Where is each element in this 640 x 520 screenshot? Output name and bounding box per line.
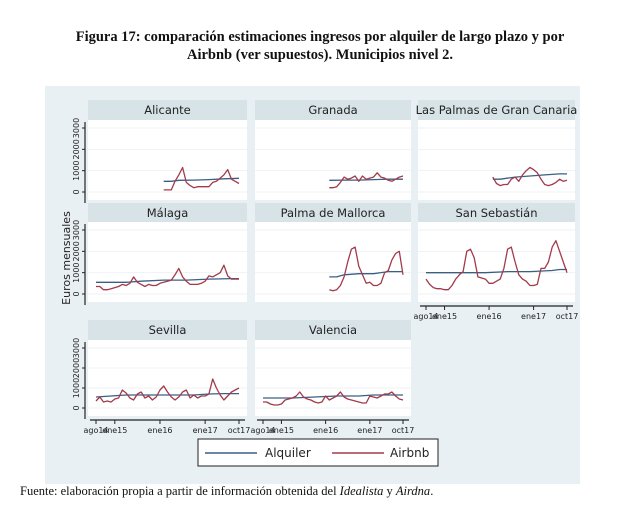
series-line-airbnb xyxy=(163,166,240,191)
panel-granada: Granada xyxy=(255,100,411,200)
panel-title: Málaga xyxy=(147,206,189,220)
source-suffix: . xyxy=(430,484,434,498)
y-tick-label: 3000 xyxy=(72,338,81,358)
series-line-alquiler xyxy=(263,394,403,399)
panel-header xyxy=(255,100,411,120)
x-tick-label: oct17 xyxy=(392,426,415,435)
y-tick-label: 1000 xyxy=(72,160,81,180)
panel-title: Alicante xyxy=(144,103,191,117)
panel-palma-de-mallorca: Palma de Mallorca xyxy=(255,203,411,302)
x-tick-label: ene15 xyxy=(269,426,294,435)
legend-label-alquiler: Alquiler xyxy=(265,446,311,460)
y-tick-label: 3000 xyxy=(72,118,81,138)
figure-title: Figura 17: comparación estimaciones ingr… xyxy=(0,28,640,64)
plot-area xyxy=(88,222,247,302)
x-tick-label: ene15 xyxy=(102,426,127,435)
plot-area xyxy=(418,222,575,302)
series-line-alquiler xyxy=(426,268,567,274)
x-tick-label: oct17 xyxy=(556,312,579,321)
panel-title: Granada xyxy=(308,103,357,117)
x-tick-label: ago14 xyxy=(413,312,438,321)
y-tick-label: 2000 xyxy=(72,139,81,159)
legend-label-airbnb: Airbnb xyxy=(390,446,429,460)
y-tick-label: 0 xyxy=(72,291,81,296)
panel-header xyxy=(255,203,411,222)
series-line-airbnb xyxy=(329,172,404,189)
y-tick-label: 1000 xyxy=(72,378,81,398)
panel-header xyxy=(418,203,575,222)
x-tick-label: ene17 xyxy=(357,426,382,435)
source-idealista: Idealista xyxy=(339,484,384,498)
x-tick-label: ene16 xyxy=(477,312,502,321)
source-and: y xyxy=(383,484,396,498)
series-line-alquiler xyxy=(492,173,567,180)
x-tick-label: ene16 xyxy=(147,426,172,435)
panel-header xyxy=(255,320,411,340)
x-tick-label: ago14 xyxy=(83,426,108,435)
y-tick-label: 0 xyxy=(72,405,81,410)
plot-area xyxy=(88,340,247,416)
panel-title: Las Palmas de Gran Canaria xyxy=(416,103,578,117)
figure-title-line2: Airbnb (ver supuestos). Municipios nivel… xyxy=(186,47,453,63)
series-line-airbnb xyxy=(96,264,239,291)
plot-area xyxy=(88,120,247,200)
panel-title: Sevilla xyxy=(149,323,187,337)
plot-area xyxy=(418,120,575,200)
x-tick-label: ene16 xyxy=(313,426,338,435)
y-axis-label: Euros mensuales xyxy=(60,211,73,305)
series-line-airbnb xyxy=(95,378,240,403)
y-tick-label: 1000 xyxy=(72,262,81,282)
source-note: Fuente: elaboración propia a partir de i… xyxy=(20,484,433,499)
panel-header xyxy=(418,100,575,120)
x-tick-label: ene17 xyxy=(521,312,546,321)
source-airdna: Airdna xyxy=(395,484,431,498)
series-line-airbnb xyxy=(492,166,568,187)
y-tick-label: 0 xyxy=(72,189,81,194)
plot-area xyxy=(255,340,411,416)
series-line-alquiler xyxy=(329,270,403,278)
panel-title: San Sebastián xyxy=(455,206,537,220)
x-tick-label: ago14 xyxy=(250,426,275,435)
series-line-airbnb xyxy=(263,391,404,406)
y-tick-label: 3000 xyxy=(72,220,81,240)
panel-las-palmas-de-gran-canaria: Las Palmas de Gran Canaria xyxy=(416,100,578,200)
source-prefix: Fuente: elaboración propia a partir de i… xyxy=(20,484,340,498)
series-line-alquiler xyxy=(96,277,239,283)
y-tick-label: 2000 xyxy=(72,358,81,378)
panel-header xyxy=(88,100,247,120)
x-tick-label: ene17 xyxy=(193,426,218,435)
panel-header xyxy=(88,320,247,340)
series-line-airbnb xyxy=(425,240,568,291)
x-tick-label: ene15 xyxy=(432,312,457,321)
plot-area xyxy=(255,120,411,200)
figure-title-line1: Figura 17: comparación estimaciones ingr… xyxy=(75,29,565,45)
panel-title: Palma de Mallorca xyxy=(281,206,386,220)
legend: Alquiler Airbnb xyxy=(197,438,439,467)
panel-title: Valencia xyxy=(309,323,357,337)
x-tick-label: oct17 xyxy=(228,426,251,435)
series-line-alquiler xyxy=(163,177,240,182)
plot-area xyxy=(255,222,411,302)
panel-header xyxy=(88,203,247,222)
y-tick-label: 2000 xyxy=(72,241,81,261)
series-line-airbnb xyxy=(329,246,404,292)
